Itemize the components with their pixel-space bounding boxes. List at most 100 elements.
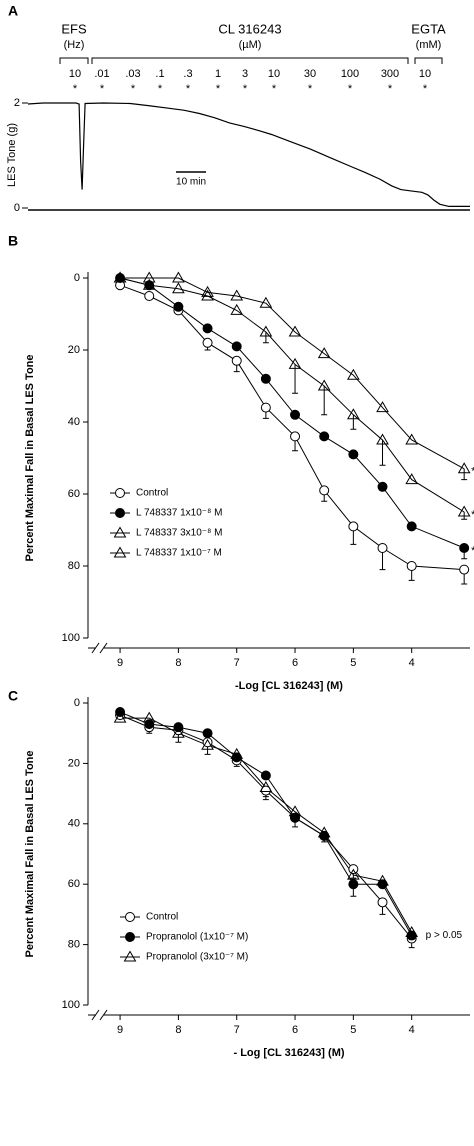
legend-label: L 748337 1x10⁻⁷ M (136, 548, 222, 559)
significance: * (158, 83, 163, 95)
marker (172, 726, 185, 738)
marker (348, 879, 359, 890)
y-tick-label: 100 (62, 999, 80, 1011)
marker (259, 781, 273, 793)
y-tick-label: 2 (14, 97, 20, 109)
significance: * (100, 83, 105, 95)
series-line (120, 277, 465, 470)
dose-label: 100 (341, 68, 359, 80)
axis-break (91, 1009, 108, 1021)
y-tick-label: 100 (62, 632, 80, 644)
marker (113, 711, 127, 723)
significance: * (308, 83, 313, 95)
panel-letter: A (8, 3, 18, 19)
y-tick-label: 60 (68, 878, 80, 890)
x-tick-label: 8 (175, 657, 181, 669)
group-name: EGTA (411, 21, 446, 36)
note: p > 0.05 (426, 930, 463, 941)
group-unit: (µM) (239, 39, 262, 51)
error-bar (292, 364, 299, 394)
marker (142, 271, 156, 283)
marker (259, 325, 273, 337)
y-tick-label: 0 (14, 202, 20, 214)
x-tick-label: 4 (409, 657, 415, 669)
marker (231, 355, 242, 366)
marker (144, 719, 155, 730)
panel-letter: C (8, 688, 18, 704)
dose-label: 1 (215, 68, 221, 80)
marker (377, 481, 388, 492)
group-unit: (mM) (416, 39, 442, 51)
group-name: CL 316243 (218, 21, 281, 36)
x-tick-label: 5 (350, 1024, 356, 1036)
end-label: * (471, 545, 474, 557)
significance: * (423, 83, 428, 95)
marker (346, 368, 360, 380)
marker (348, 449, 359, 460)
bracket (91, 57, 409, 64)
dose-label: .01 (94, 68, 109, 80)
marker (115, 488, 125, 498)
dose-label: 10 (69, 68, 81, 80)
marker (317, 379, 331, 391)
marker (230, 289, 244, 301)
dose-label: 10 (419, 68, 431, 80)
marker (457, 505, 471, 517)
marker (113, 546, 127, 558)
y-tick-label: 80 (68, 939, 80, 951)
marker (202, 728, 213, 739)
end-label: * (471, 509, 474, 521)
marker (319, 431, 330, 442)
y-tick-label: 60 (68, 488, 80, 500)
marker (319, 485, 330, 496)
marker (230, 303, 244, 315)
marker (457, 462, 471, 474)
marker (260, 373, 271, 384)
marker (290, 431, 301, 442)
significance: * (272, 83, 277, 95)
y-axis-label: Percent Maximal Fall in Basal LES Tone (24, 354, 36, 561)
panel-letter: B (8, 233, 18, 249)
x-tick-label: 7 (234, 657, 240, 669)
marker (290, 812, 301, 823)
marker (125, 912, 135, 922)
x-tick-label: 9 (117, 1024, 123, 1036)
marker (288, 357, 302, 369)
marker (201, 289, 214, 301)
legend-label: Control (146, 912, 178, 923)
legend-label: Propranolol (1x10⁻⁷ M) (146, 932, 248, 943)
marker (123, 950, 137, 962)
marker (459, 543, 470, 553)
error-bar (262, 332, 269, 344)
dose-label: 30 (304, 68, 316, 80)
marker (202, 323, 213, 334)
group-unit: (Hz) (64, 39, 85, 51)
marker (317, 826, 331, 838)
dose-label: 10 (268, 68, 280, 80)
marker (259, 296, 273, 308)
marker (317, 347, 331, 359)
y-tick-label: 0 (74, 697, 80, 709)
marker (348, 521, 359, 532)
trace-line (27, 102, 470, 207)
y-tick-label: 40 (68, 416, 80, 428)
marker (125, 932, 135, 942)
marker (406, 521, 417, 532)
significance: * (216, 83, 221, 95)
marker (459, 564, 470, 575)
marker (142, 711, 156, 723)
x-tick-label: 6 (292, 657, 298, 669)
dose-label: 300 (381, 68, 399, 80)
marker (405, 473, 419, 485)
dose-label: 3 (242, 68, 248, 80)
marker (201, 738, 214, 750)
end-label: * (471, 466, 474, 478)
significance: * (388, 83, 393, 95)
error-bar (461, 468, 468, 481)
series-line (119, 277, 465, 513)
marker (288, 325, 302, 337)
marker (231, 341, 242, 352)
marker (376, 874, 389, 886)
